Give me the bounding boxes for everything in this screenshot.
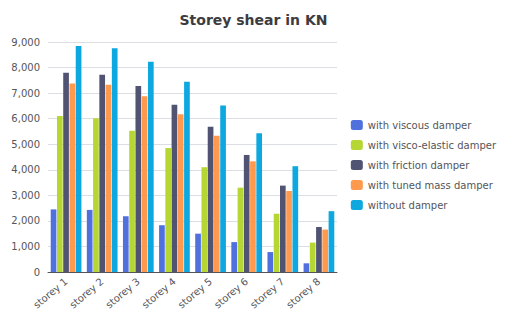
svg-text:storey 7: storey 7 <box>248 276 286 311</box>
svg-text:8,000: 8,000 <box>11 62 40 73</box>
svg-text:with viscous damper: with viscous damper <box>368 120 472 131</box>
svg-text:5,000: 5,000 <box>11 139 40 150</box>
svg-text:Storey shear in KN: Storey shear in KN <box>179 12 327 28</box>
svg-text:7,000: 7,000 <box>11 88 40 99</box>
svg-text:3,000: 3,000 <box>11 190 40 201</box>
svg-text:storey 2: storey 2 <box>67 276 105 311</box>
svg-text:storey 1: storey 1 <box>31 276 69 311</box>
svg-text:storey 4: storey 4 <box>140 276 178 311</box>
svg-text:2,000: 2,000 <box>11 215 40 226</box>
svg-text:with friction damper: with friction damper <box>368 160 470 171</box>
svg-text:without damper: without damper <box>368 200 448 211</box>
svg-text:with visco-elastic damper: with visco-elastic damper <box>368 140 497 151</box>
svg-text:storey 8: storey 8 <box>284 276 322 311</box>
svg-text:0: 0 <box>34 267 40 278</box>
svg-text:storey 6: storey 6 <box>212 276 250 311</box>
svg-text:1,000: 1,000 <box>11 241 40 252</box>
svg-text:6,000: 6,000 <box>11 113 40 124</box>
svg-text:storey 5: storey 5 <box>176 276 214 311</box>
svg-text:4,000: 4,000 <box>11 164 40 175</box>
svg-text:with tuned mass damper: with tuned mass damper <box>368 180 494 191</box>
svg-text:9,000: 9,000 <box>11 37 40 48</box>
svg-text:storey 3: storey 3 <box>104 276 142 311</box>
